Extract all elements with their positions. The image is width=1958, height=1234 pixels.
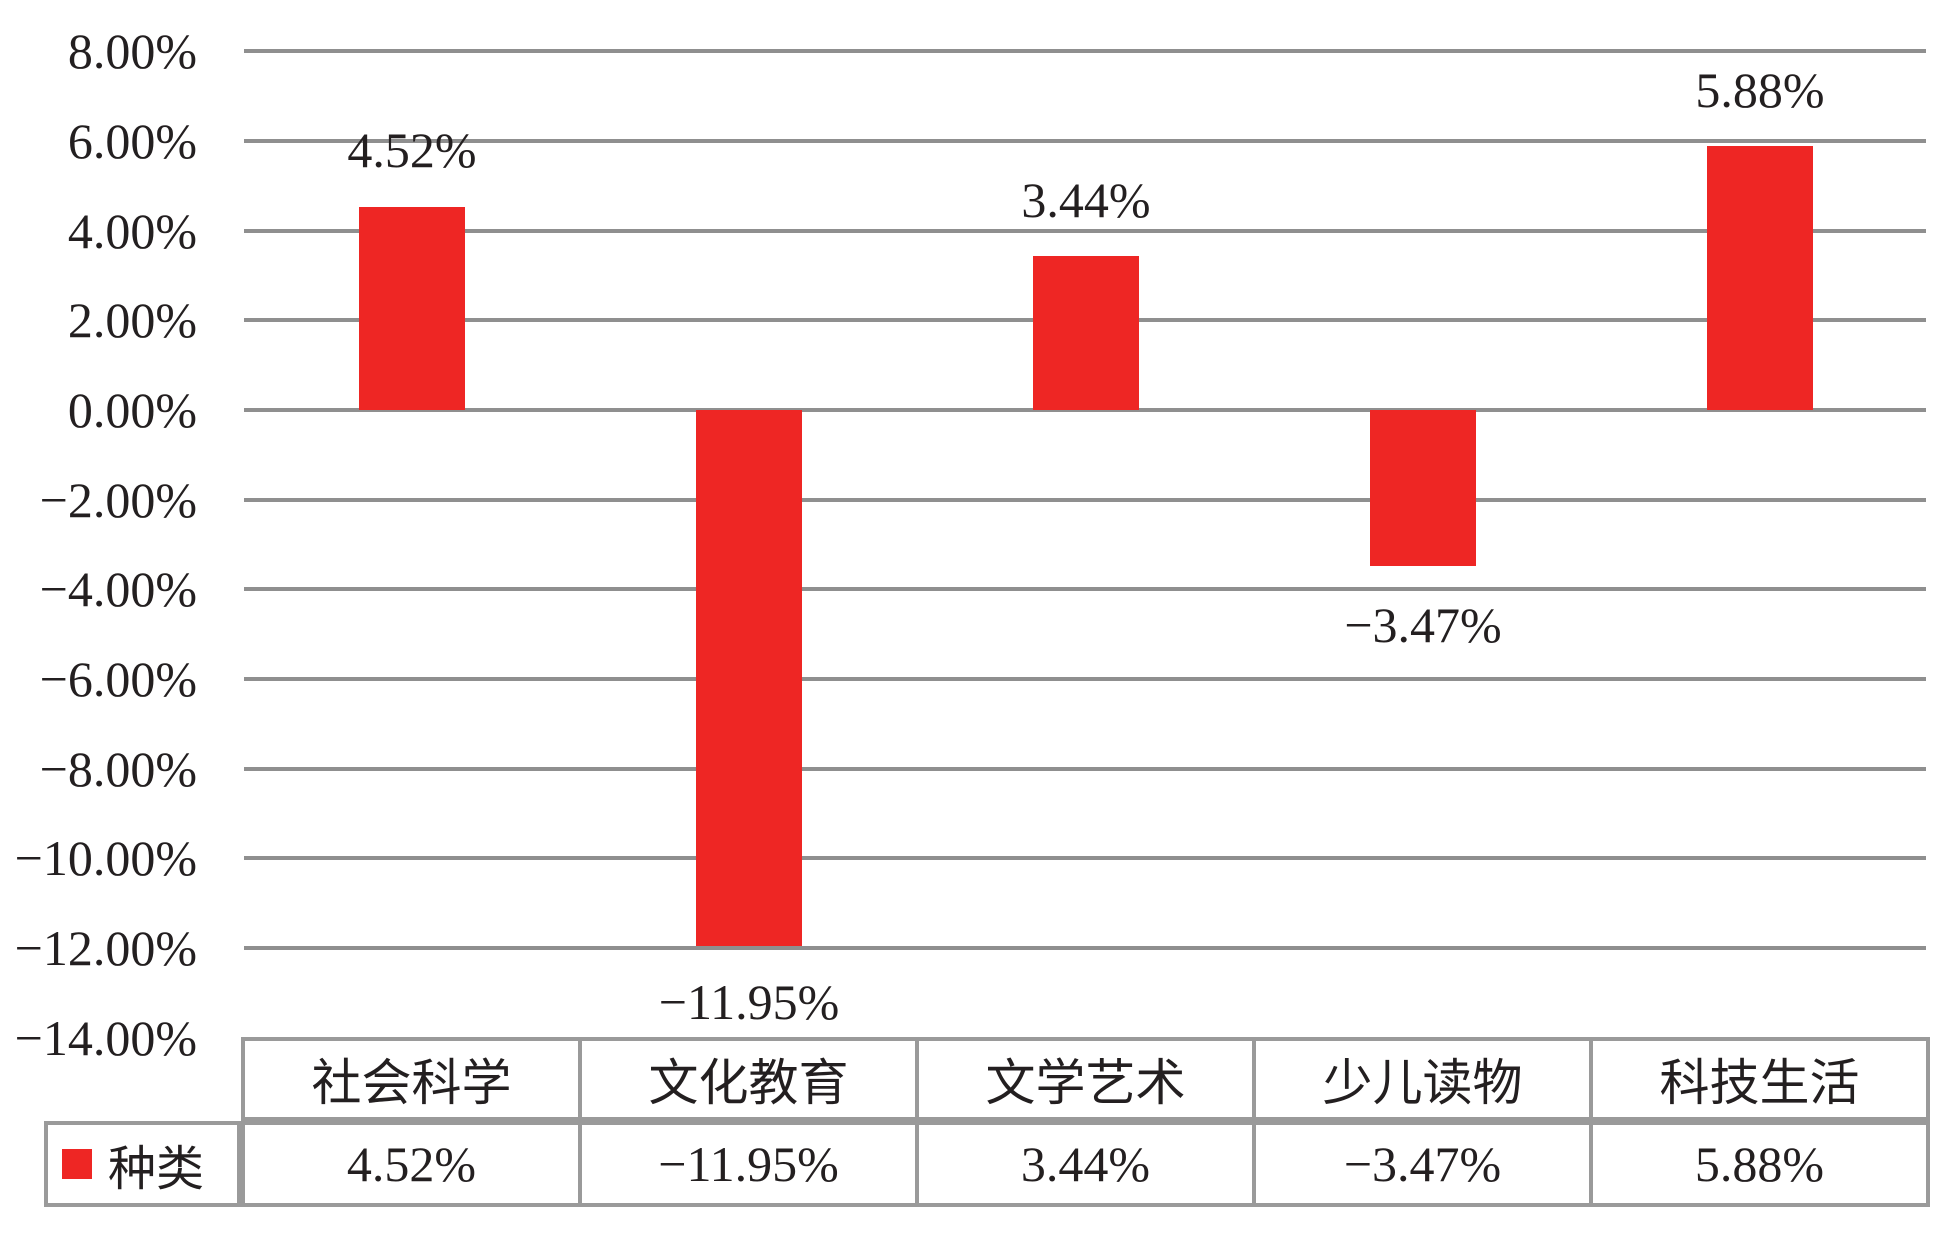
table-value-cell: 4.52%: [241, 1125, 578, 1203]
table-value-cell: −3.47%: [1252, 1125, 1589, 1203]
gridline-neg12pct: [244, 946, 1926, 950]
y-axis-tick: 4.00%: [67, 203, 197, 259]
gridline-4pct: [244, 229, 1926, 233]
y-axis-tick: 8.00%: [67, 23, 197, 79]
table-header-row: 社会科学 文化教育 文学艺术 少儿读物 科技生活: [241, 1037, 1930, 1121]
bar-culture-education: [696, 410, 802, 946]
series-legend-marker-icon: [62, 1149, 92, 1179]
bar-value-label: −3.47%: [1344, 597, 1502, 653]
table-header-cell: 社会科学: [311, 1055, 512, 1111]
bar-value-label: −11.95%: [658, 974, 840, 1030]
table-header-cell: 科技生活: [1589, 1041, 1926, 1117]
bar-value-label: 3.44%: [1021, 172, 1151, 228]
table-value-cell: −11.95%: [578, 1125, 915, 1203]
y-axis-tick: 6.00%: [67, 113, 197, 169]
gridline-neg8pct: [244, 767, 1926, 771]
table-header-cell: 少儿读物: [1252, 1041, 1589, 1117]
y-axis-tick: −14.00%: [14, 1010, 197, 1066]
y-axis-tick: 0.00%: [67, 382, 197, 438]
table-header-cell: 文化教育: [578, 1041, 915, 1117]
gridline-8pct: [244, 49, 1926, 53]
table-value-cell: 5.88%: [1589, 1125, 1926, 1203]
bar-children-books: [1370, 410, 1476, 566]
y-axis-tick: −12.00%: [14, 920, 197, 976]
gridline-neg4pct: [244, 587, 1926, 591]
bar-literature-art: [1033, 256, 1139, 410]
table-header-cell: 文学艺术: [915, 1041, 1252, 1117]
legend-cell: 种类: [48, 1125, 241, 1203]
gridline-neg10pct: [244, 856, 1926, 860]
y-axis-tick: −10.00%: [14, 830, 197, 886]
gridline-neg6pct: [244, 677, 1926, 681]
table-value-cell: 3.44%: [915, 1125, 1252, 1203]
y-axis-tick: −8.00%: [39, 741, 197, 797]
series-legend-label: 种类: [108, 1143, 205, 1196]
bar-value-label: 5.88%: [1695, 62, 1825, 118]
y-axis-tick: −2.00%: [39, 472, 197, 528]
table-value-row: 种类 4.52% −11.95% 3.44% −3.47% 5.88%: [44, 1121, 1930, 1207]
y-axis-tick: −4.00%: [39, 561, 197, 617]
gridline-0pct: [244, 408, 1926, 412]
bar-value-label: 4.52%: [347, 122, 477, 178]
gridline-6pct: [244, 139, 1926, 143]
gridline-neg2pct: [244, 498, 1926, 502]
bar-social-science: [359, 207, 465, 410]
y-axis-tick: 2.00%: [67, 292, 197, 348]
y-axis-tick: −6.00%: [39, 651, 197, 707]
bar-science-tech-life: [1707, 146, 1813, 410]
